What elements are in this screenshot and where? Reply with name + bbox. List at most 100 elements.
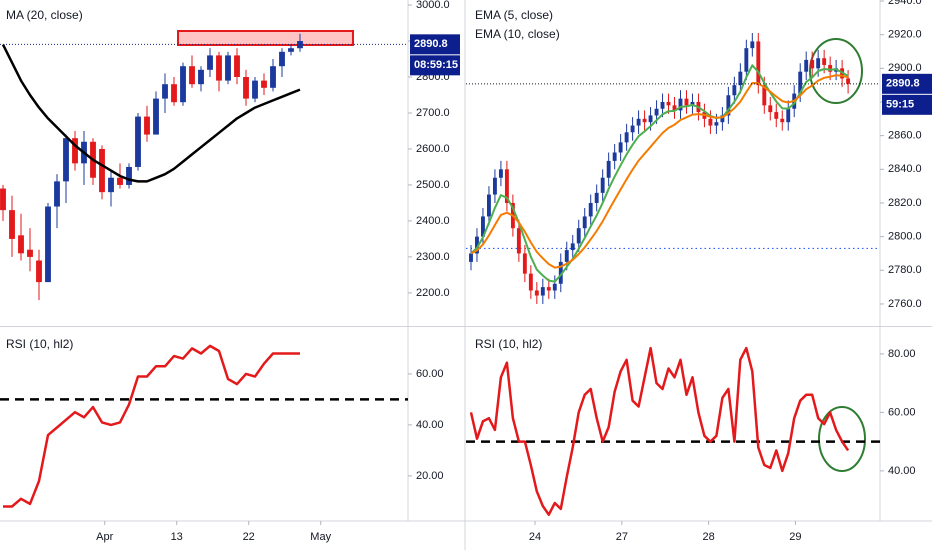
candle-body	[804, 59, 809, 72]
x-tick-label: Apr	[96, 531, 113, 543]
candle-body	[27, 249, 33, 257]
candle-body	[822, 58, 827, 65]
candle-body	[612, 152, 617, 161]
candle-body	[18, 235, 24, 254]
candle-body	[252, 80, 258, 99]
x-tick-label: 22	[243, 531, 255, 543]
candle-body	[63, 138, 69, 182]
last-price-label: 2890.8	[414, 38, 448, 50]
candle-body	[558, 261, 563, 284]
candle-body	[780, 118, 785, 123]
candle-body	[153, 98, 159, 135]
legend-label: EMA (10, close)	[475, 27, 560, 41]
candle-body	[690, 101, 695, 106]
candle-body	[600, 177, 605, 193]
y-tick-label: 2820.0	[888, 197, 922, 209]
candle-body	[762, 85, 767, 106]
candle-body	[534, 290, 539, 296]
candle-body	[180, 66, 186, 103]
y-tick-label: 2200.0	[416, 287, 450, 299]
candle-body	[99, 148, 105, 193]
y-tick-label: 2760.0	[888, 298, 922, 310]
candle-body	[279, 51, 285, 67]
candle-body	[570, 243, 575, 251]
candle-body	[786, 108, 791, 123]
candle-body	[261, 80, 267, 88]
y-tick-label: 40.00	[888, 465, 916, 477]
candle-body	[816, 58, 821, 69]
indicator-line	[1, 44, 301, 183]
y-tick-label: 2780.0	[888, 264, 922, 276]
candle-body	[189, 66, 195, 85]
pane-title: RSI (10, hl2)	[6, 337, 73, 351]
candle-body	[469, 253, 473, 262]
candle-body	[810, 59, 815, 69]
candle-body	[498, 169, 503, 178]
candle-body	[162, 84, 168, 99]
y-tick-label: 2600.0	[416, 143, 450, 155]
candle-body	[45, 206, 51, 283]
last-price-box	[410, 34, 460, 55]
candle-body	[768, 105, 773, 113]
pane-title: RSI (10, hl2)	[475, 337, 542, 351]
candle-body	[216, 55, 222, 81]
candle-body	[486, 194, 491, 217]
y-tick-label: 40.00	[416, 419, 444, 431]
candle-body	[108, 177, 114, 193]
candle-body	[606, 160, 611, 178]
candle-body	[594, 192, 599, 203]
x-tick-label: 29	[789, 531, 801, 543]
countdown-label: 59:15	[886, 99, 914, 111]
y-tick-label: 2840.0	[888, 163, 922, 175]
countdown-box	[410, 55, 460, 76]
countdown-label: 08:59:15	[414, 59, 458, 71]
rsi-line	[469, 346, 850, 516]
candle-body	[636, 118, 641, 126]
legend-label: MA (20, close)	[6, 8, 83, 22]
candle-body	[225, 55, 231, 81]
y-tick-label: 2900.0	[888, 62, 922, 74]
candle-body	[798, 71, 803, 94]
y-tick-label: 2920.0	[888, 29, 922, 41]
candle-body	[144, 116, 150, 135]
x-tick-label: 28	[702, 531, 714, 543]
candle-body	[54, 181, 60, 207]
candle-body	[171, 84, 177, 103]
candle-body	[504, 169, 509, 203]
x-tick-label: May	[310, 531, 331, 543]
y-tick-label: 2300.0	[416, 251, 450, 263]
candle-body	[660, 101, 665, 109]
y-tick-label: 2800.0	[888, 231, 922, 243]
candle-body	[666, 101, 671, 106]
candle-body	[72, 138, 78, 164]
candle-body	[618, 142, 623, 153]
indicator-line	[470, 64, 849, 283]
candle-body	[708, 118, 713, 126]
candle-body	[270, 66, 276, 88]
candle-body	[552, 283, 557, 291]
legend-label: EMA (5, close)	[475, 8, 553, 22]
y-tick-label: 60.00	[416, 368, 444, 380]
candle-body	[720, 115, 725, 123]
y-tick-label: 60.00	[888, 406, 916, 418]
zone-box	[177, 30, 354, 46]
rsi-line	[3, 344, 300, 508]
candle-body	[0, 188, 6, 211]
candle-body	[774, 112, 779, 119]
candle-body	[672, 105, 677, 111]
candle-body	[126, 166, 132, 185]
candle-body	[630, 125, 635, 133]
candle-body	[481, 216, 485, 237]
candle-body	[36, 260, 42, 283]
candle-body	[9, 210, 15, 239]
candle-body	[546, 287, 551, 291]
candle-body	[750, 41, 755, 49]
candle-body	[540, 287, 545, 296]
y-tick-label: 2400.0	[416, 215, 450, 227]
candle-body	[234, 55, 240, 78]
candle-body	[528, 273, 533, 291]
candle-body	[135, 116, 141, 167]
candle-body	[654, 108, 659, 116]
